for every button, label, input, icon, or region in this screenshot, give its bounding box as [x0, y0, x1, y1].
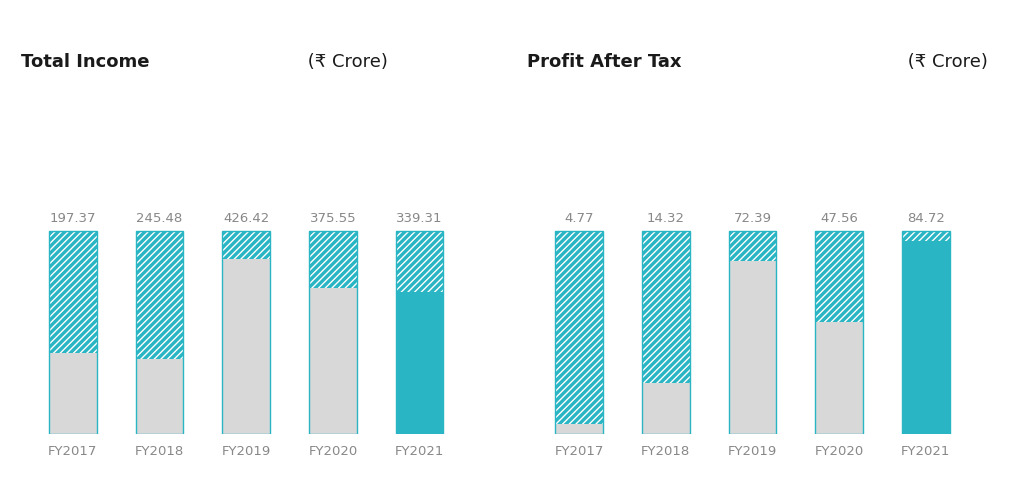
Bar	[902, 231, 949, 434]
Bar	[815, 231, 863, 322]
Text: 245.48: 245.48	[136, 212, 182, 225]
Bar	[729, 231, 776, 434]
Bar	[729, 262, 776, 434]
Bar	[815, 231, 863, 434]
Bar	[309, 288, 356, 434]
Bar	[729, 231, 776, 262]
Bar	[395, 231, 443, 292]
Bar	[555, 424, 603, 434]
Bar	[222, 231, 270, 434]
Text: 14.32: 14.32	[647, 212, 685, 225]
Text: 84.72: 84.72	[907, 212, 945, 225]
Bar	[902, 241, 949, 434]
Text: 4.77: 4.77	[564, 212, 594, 225]
Bar	[49, 353, 96, 434]
Bar	[49, 231, 96, 434]
Bar	[642, 231, 690, 383]
Bar	[902, 231, 949, 241]
Bar	[136, 231, 183, 359]
Bar	[729, 231, 776, 262]
Bar	[555, 231, 603, 424]
Bar	[395, 292, 443, 434]
Bar	[555, 231, 603, 424]
Bar	[902, 231, 949, 241]
Text: 339.31: 339.31	[396, 212, 442, 225]
Text: Profit After Tax: Profit After Tax	[527, 53, 682, 71]
Bar	[642, 383, 690, 434]
Text: (₹ Crore): (₹ Crore)	[902, 53, 988, 71]
Bar	[642, 231, 690, 434]
Bar	[49, 231, 96, 353]
Bar	[136, 231, 183, 434]
Bar	[555, 231, 603, 434]
Bar	[309, 231, 356, 434]
Text: 426.42: 426.42	[223, 212, 269, 225]
Bar	[395, 231, 443, 292]
Text: 197.37: 197.37	[49, 212, 96, 225]
Text: (₹ Crore): (₹ Crore)	[302, 53, 388, 71]
Text: Total Income: Total Income	[20, 53, 150, 71]
Text: 375.55: 375.55	[309, 212, 356, 225]
Bar	[309, 231, 356, 288]
Bar	[309, 231, 356, 288]
Bar	[136, 359, 183, 434]
Bar	[49, 231, 96, 353]
Text: 72.39: 72.39	[733, 212, 771, 225]
Bar	[395, 231, 443, 434]
Bar	[222, 231, 270, 259]
Bar	[222, 231, 270, 259]
Bar	[815, 322, 863, 434]
Bar	[815, 231, 863, 322]
Text: 47.56: 47.56	[820, 212, 858, 225]
Bar	[136, 231, 183, 359]
Bar	[642, 231, 690, 383]
Bar	[222, 259, 270, 434]
